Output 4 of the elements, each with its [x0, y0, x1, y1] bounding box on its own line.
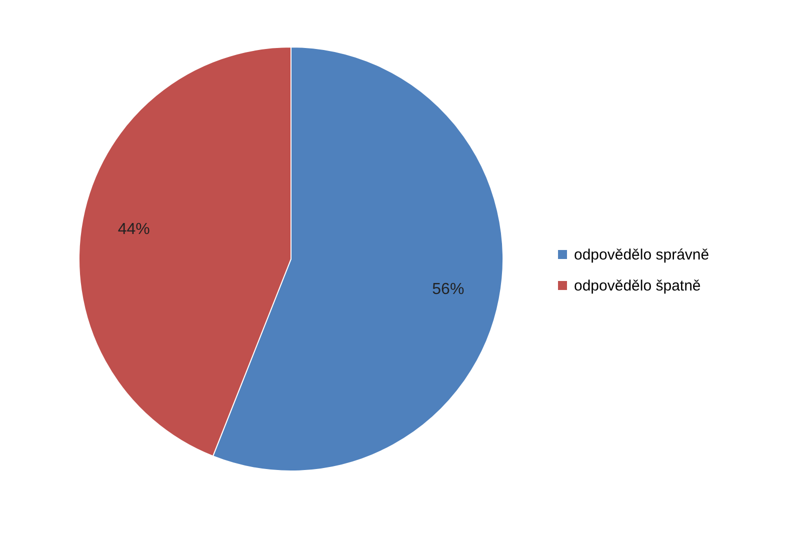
- data-label: 44%: [118, 221, 150, 238]
- data-label: 56%: [432, 280, 464, 298]
- legend-label: odpovědělo správně: [574, 246, 710, 264]
- legend-label: odpovědělo špatně: [574, 278, 701, 294]
